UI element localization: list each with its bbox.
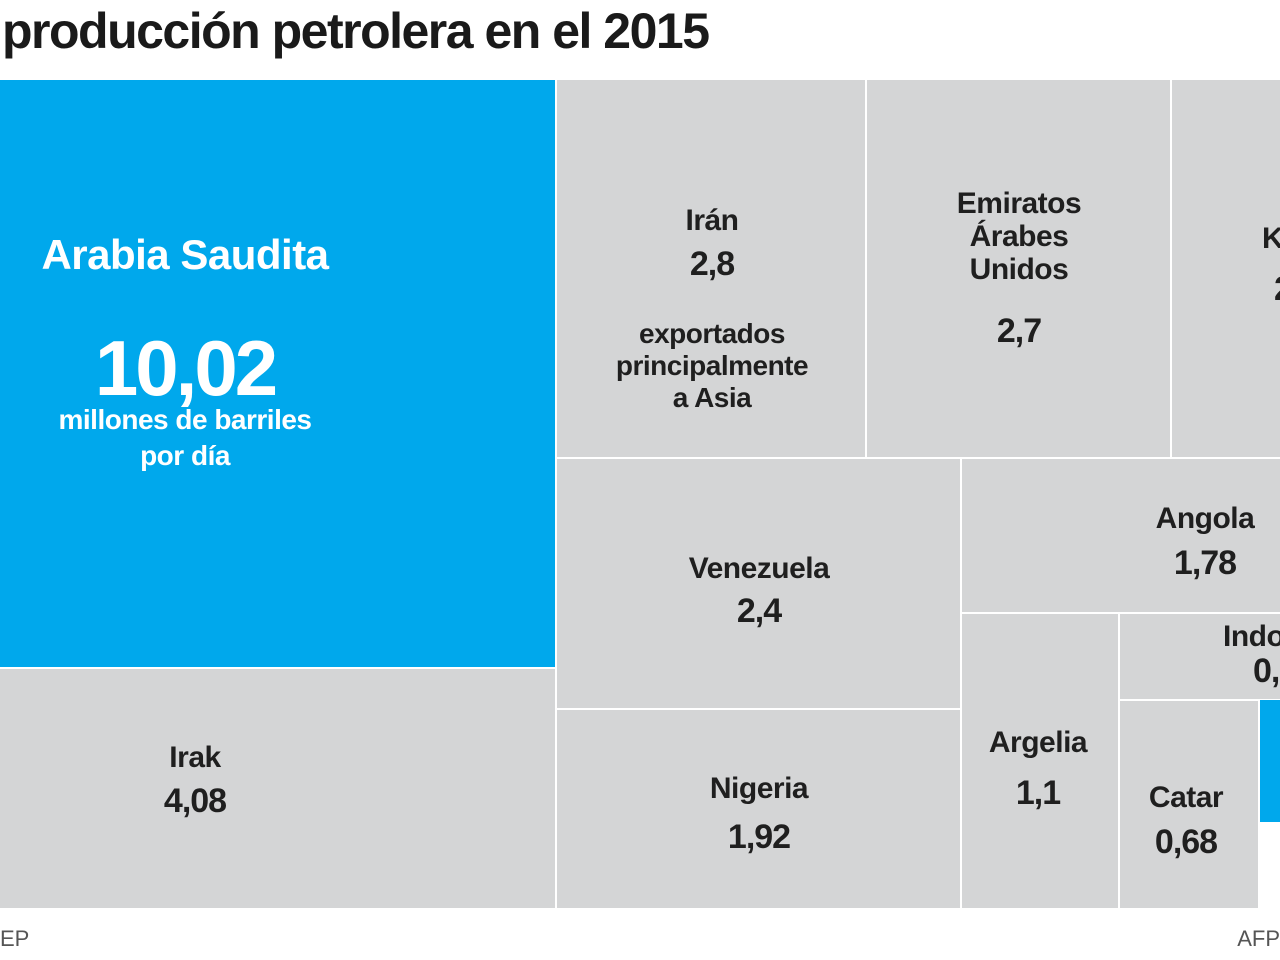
label-k-truncated: K <box>1262 222 1280 255</box>
credit-label: AFP <box>1237 926 1280 951</box>
label-catar: Catar <box>1148 781 1224 814</box>
cell-arabia-saudita: Arabia Saudita 10,02 millones de barrile… <box>0 80 557 669</box>
source-label: EP <box>0 926 30 951</box>
cell-k-truncated: K 2 <box>1172 80 1280 459</box>
unit-label: millones de barriles por día <box>58 404 313 471</box>
label-angola: Angola <box>1155 502 1255 535</box>
value-k-truncated: 2 <box>1274 270 1280 308</box>
cell-irak: Irak 4,08 <box>0 669 557 910</box>
value-emiratos-arabes-unidos: 2,7 <box>996 312 1042 350</box>
value-iran: 2,8 <box>689 245 735 283</box>
label-nigeria: Nigeria <box>709 772 809 805</box>
chart-title: producción petrolera en el 2015 <box>2 3 710 59</box>
label-venezuela: Venezuela <box>688 552 830 585</box>
cell-angola: Angola 1,78 <box>962 459 1280 614</box>
label-emiratos-arabes-unidos: Emiratos Árabes Unidos <box>956 187 1082 286</box>
value-angola: 1,78 <box>1173 544 1237 582</box>
value-venezuela: 2,4 <box>736 592 782 630</box>
value-arabia-saudita: 10,02 <box>94 324 278 412</box>
cell-venezuela: Venezuela 2,4 <box>557 459 962 710</box>
cell-nigeria: Nigeria 1,92 <box>557 710 962 910</box>
cell-indo-truncated: Indo 0, <box>1120 614 1280 701</box>
note-iran: exportados principalmente a Asia <box>615 318 809 413</box>
label-iran: Irán <box>685 204 739 237</box>
value-argelia: 1,1 <box>1015 774 1061 812</box>
value-catar: 0,68 <box>1154 823 1218 861</box>
cell-iran: Irán 2,8 exportados principalmente a Asi… <box>557 80 867 459</box>
value-irak: 4,08 <box>163 782 227 820</box>
cell-emiratos-arabes-unidos: Emiratos Árabes Unidos 2,7 <box>867 80 1172 459</box>
cell-catar: Catar 0,68 <box>1120 701 1260 910</box>
next-cell-edge <box>1260 700 1280 822</box>
label-indo-truncated: Indo <box>1223 620 1280 653</box>
value-nigeria: 1,92 <box>727 818 791 856</box>
label-irak: Irak <box>169 741 221 774</box>
label-argelia: Argelia <box>988 726 1088 759</box>
value-indo-truncated: 0, <box>1253 652 1280 690</box>
cell-argelia: Argelia 1,1 <box>962 614 1120 910</box>
label-arabia-saudita: Arabia Saudita <box>41 231 329 278</box>
